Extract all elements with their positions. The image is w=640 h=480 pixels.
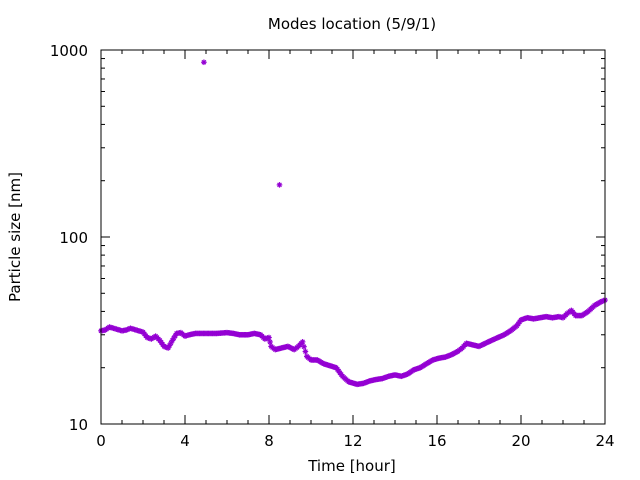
axis-ticks [100,49,606,425]
x-tick-label: 4 [180,432,190,450]
data-point [266,334,272,341]
y-tick-label: 1000 [50,42,88,60]
x-tick-labels: 0 4 8 12 16 20 24 [96,432,614,450]
x-axis-label: Time [hour] [307,457,396,475]
data-point [301,343,307,350]
y-axis-label: Particle size [nm] [6,172,24,302]
y-tick-label: 100 [59,229,88,247]
data-point [302,348,309,355]
x-tick-label: 12 [343,432,362,450]
chart-title: Modes location (5/9/1) [268,15,436,33]
x-tick-label: 0 [96,432,106,450]
data-points [98,59,608,388]
x-tick-label: 20 [511,432,530,450]
y-tick-labels: 1000 100 10 [50,42,88,434]
x-tick-label: 24 [595,432,614,450]
x-tick-label: 16 [427,432,446,450]
data-point [267,339,273,345]
data-point [299,339,306,345]
x-tick-label: 8 [264,432,274,450]
data-point [201,59,207,66]
data-point [276,182,283,188]
plot-frame [100,49,606,425]
y-tick-label: 10 [69,416,88,434]
